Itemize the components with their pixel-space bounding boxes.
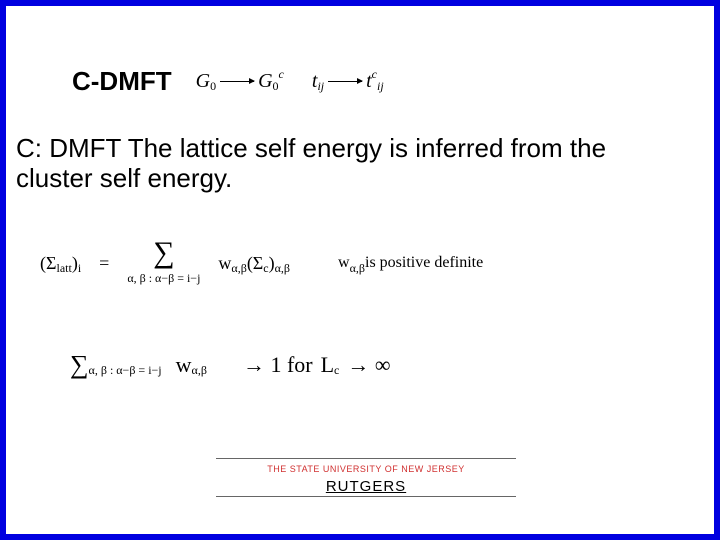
eq1-paren-open: (Σ — [247, 253, 263, 274]
arrow-icon — [220, 81, 254, 82]
g0c-sup: c — [279, 67, 284, 82]
eq2-tail: → ∞ — [347, 352, 390, 378]
eq1-sigc-sub: c — [263, 261, 268, 276]
eq1-w: w — [218, 253, 231, 274]
eq1-lhs-open: (Σ — [40, 253, 56, 274]
tc-sub: ij — [377, 79, 384, 94]
t-sub: ij — [317, 79, 324, 94]
eq1-lhs-sub2: i — [78, 261, 81, 276]
eq1-sum-under: α, β : α−β = i−j — [127, 272, 200, 284]
eq2-sum-sub: α, β : α−β = i−j — [89, 363, 162, 378]
eq1-side-text: is positive definite — [365, 254, 483, 272]
eq2-L-sub: c — [334, 363, 339, 378]
equation-2: ∑ α, β : α−β = i−j w α,β → 1 for L c → ∞ — [70, 350, 654, 380]
sigma-icon: ∑ — [153, 238, 174, 268]
eq2-sum: ∑ — [70, 350, 89, 380]
footer-university: RUTGERS — [216, 478, 516, 495]
eq2-w: w — [176, 352, 192, 378]
title-math: G 0 G 0 c t ij t c ij — [196, 70, 384, 93]
g0c: G — [258, 70, 272, 93]
eq1-cs-sub: α,β — [275, 261, 290, 276]
subtitle: C: DMFT The lattice self energy is infer… — [16, 134, 674, 194]
g0-sub: 0 — [210, 79, 216, 94]
eq1-w-sub: α,β — [231, 261, 246, 276]
eq2-to: → 1 for — [243, 352, 313, 378]
eq1-lhs-sub1: latt — [56, 261, 71, 276]
footer-rule-bottom — [216, 496, 516, 497]
footer-tagline: THE STATE UNIVERSITY OF NEW JERSEY — [216, 464, 516, 474]
footer-rule-top — [216, 458, 516, 459]
sum-block: ∑ α, β : α−β = i−j — [127, 242, 200, 284]
eq2-L: L — [321, 352, 334, 378]
eq1-side-sub: α,β — [350, 261, 365, 276]
g0: G — [196, 70, 210, 93]
title-row: C-DMFT G 0 G 0 c t ij t c ij — [72, 66, 384, 97]
equation-1: (Σ latt ) i = ∑ α, β : α−β = i−j w α,β (… — [40, 242, 674, 284]
eq2-w-sub: α,β — [192, 363, 207, 378]
slide-title: C-DMFT — [72, 66, 172, 97]
arrow-icon — [328, 81, 362, 82]
eq1-eq: = — [99, 253, 109, 274]
eq1-side-w: w — [338, 254, 350, 272]
